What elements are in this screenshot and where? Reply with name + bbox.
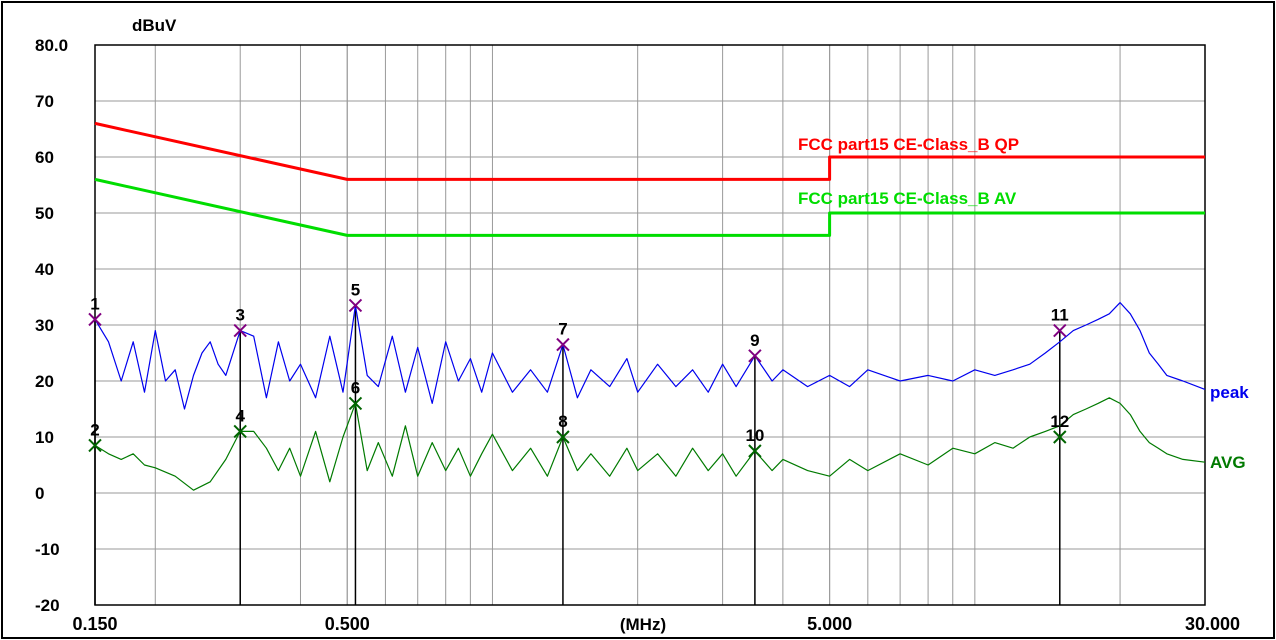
marker-label: 3: [235, 306, 244, 325]
marker-label: 7: [558, 320, 567, 339]
series-label-fcc-part15-ce-class-b-qp: FCC part15 CE-Class_B QP: [798, 135, 1019, 154]
y-tick-label: 60: [35, 148, 54, 167]
marker-cross: [348, 298, 363, 313]
marker-cross: [348, 396, 363, 411]
y-tick-label: 20: [35, 372, 54, 391]
y-tick-label: 10: [35, 428, 54, 447]
x-axis-label: (MHz): [620, 615, 666, 634]
marker-label: 9: [750, 331, 759, 350]
x-tick-label: 30.000: [1185, 614, 1240, 634]
y-tick-label: 50: [35, 204, 54, 223]
y-axis-label: dBuV: [132, 16, 177, 35]
y-tick-label: 70: [35, 92, 54, 111]
y-tick-label: 40: [35, 260, 54, 279]
labels: 80.0 70 60 50 40 30 20 10 0 -10 -20 dBuV 0.150 0.500 5…: [35, 16, 1249, 634]
y-tick-label: -20: [35, 596, 60, 615]
y-tick-label: 0: [35, 484, 44, 503]
y-tick-label: 30: [35, 316, 54, 335]
series-label-peak: peak: [1210, 383, 1249, 402]
y-tick-label: -10: [35, 540, 60, 559]
series-line-fcc-part15-ce-class-b-av: [94, 177, 1205, 237]
series-label-fcc-part15-ce-class-b-av: FCC part15 CE-Class_B AV: [798, 189, 1017, 208]
marker-label: 11: [1051, 306, 1069, 325]
series-line-avg: [94, 397, 1206, 491]
series-label-avg: AVG: [1210, 453, 1246, 472]
marker-label: 6: [351, 378, 360, 397]
x-tick-label: 5.000: [807, 614, 852, 634]
marker-cross: [233, 424, 247, 439]
marker-cross: [233, 323, 247, 338]
series-line-fcc-part15-ce-class-b-qp: [94, 121, 1205, 181]
marker-cross: [1053, 430, 1067, 444]
marker-label: 1: [90, 294, 99, 313]
marker-cross: [556, 337, 570, 352]
series-line-peak: [94, 302, 1206, 410]
marker-cross: [88, 438, 102, 453]
marker-cross: [88, 312, 102, 327]
marker-label: 12: [1050, 412, 1069, 431]
marker-label: 8: [558, 412, 567, 431]
marker-label: 4: [235, 406, 245, 425]
x-tick-label: 0.500: [325, 614, 370, 634]
x-tick-label: 0.150: [72, 614, 117, 634]
marker-cross: [748, 349, 762, 363]
y-tick-label: 80.0: [35, 36, 68, 55]
marker-cross: [748, 444, 762, 458]
marker-cross: [1053, 323, 1067, 338]
marker-cross: [556, 430, 570, 444]
series-lines: [94, 121, 1206, 491]
marker-label: 2: [90, 420, 99, 439]
marker-label: 5: [351, 280, 360, 299]
marker-label: 10: [745, 426, 764, 445]
